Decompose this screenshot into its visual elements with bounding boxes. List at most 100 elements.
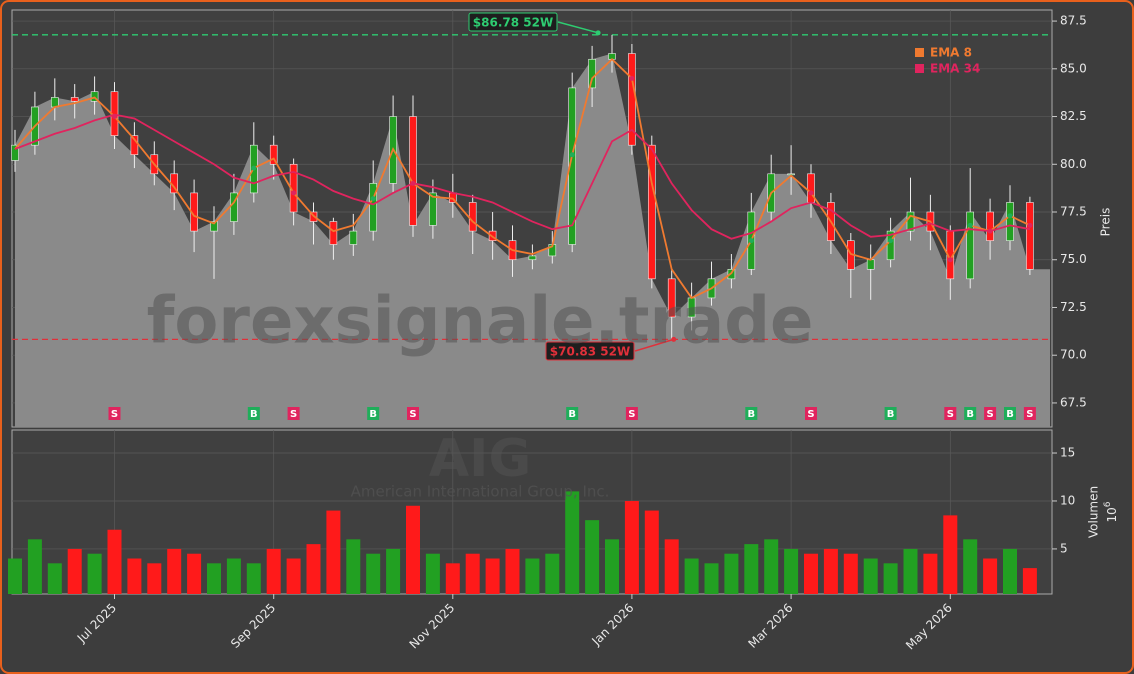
signal-dot <box>291 190 297 196</box>
candle-body <box>866 259 875 270</box>
candle-body <box>986 211 994 241</box>
volume-bar <box>704 563 719 594</box>
signal-badge <box>964 407 977 420</box>
candle-body <box>966 211 975 280</box>
signal-label: B <box>747 409 755 420</box>
signal-dot <box>629 75 635 81</box>
company-watermark: American International Group, Inc. <box>351 483 610 501</box>
signal-badge <box>884 407 897 420</box>
volume-bar <box>1022 568 1037 594</box>
volume-bar <box>565 491 580 594</box>
level-label-box <box>545 341 635 361</box>
candle-body <box>1026 202 1034 270</box>
volume-bar <box>425 553 440 594</box>
signal-label: S <box>947 409 954 420</box>
signal-dot <box>888 238 894 244</box>
volume-bar <box>346 539 361 594</box>
signal-badge <box>984 407 997 420</box>
signal-badge <box>566 407 579 420</box>
volume-bar <box>485 558 500 594</box>
volume-bar <box>983 558 998 594</box>
volume-bar <box>1003 548 1017 594</box>
y-tick-label: 80.0 <box>1060 157 1087 171</box>
candle-body <box>1006 202 1014 241</box>
volume-bar <box>764 539 779 594</box>
candle-body <box>647 144 656 280</box>
signal-badge <box>1023 407 1036 420</box>
volume-bar <box>505 548 520 594</box>
signal-dot <box>967 222 973 228</box>
volume-bar <box>406 505 420 594</box>
volume-bar <box>943 515 958 594</box>
y-tick-label: 72.5 <box>1060 300 1087 314</box>
signal-badge <box>407 407 419 420</box>
y-tick-label: 67.5 <box>1060 395 1087 409</box>
candle-body <box>50 97 59 108</box>
signal-label: S <box>807 409 814 420</box>
signal-badge <box>108 407 121 420</box>
volume-bar <box>525 558 540 594</box>
signal-dot <box>1027 222 1033 228</box>
signal-badge <box>1004 407 1016 420</box>
volume-bar <box>286 558 301 594</box>
candle-body <box>210 221 218 232</box>
volume-bar <box>664 539 679 594</box>
volume-bar <box>605 539 619 594</box>
symbol-watermark: AIG <box>429 429 531 489</box>
legend-swatch <box>915 64 924 73</box>
volume-bar <box>226 558 241 594</box>
level-arrow-head <box>595 30 601 36</box>
signal-label: S <box>409 409 416 420</box>
volume-bar <box>27 539 42 594</box>
candle-body <box>886 230 895 261</box>
y-tick-label: 10 <box>1060 493 1075 507</box>
level-label: $86.78 52W <box>473 16 553 30</box>
signal-label: B <box>369 409 377 420</box>
volume-bar <box>167 548 182 594</box>
volume-bar <box>67 548 82 594</box>
y-tick-label: 15 <box>1060 446 1075 460</box>
volume-bar <box>624 500 639 594</box>
level-label-box <box>468 12 558 32</box>
volume-bar <box>207 563 221 594</box>
volume-bar <box>187 553 202 594</box>
volume-bar <box>883 563 898 594</box>
volume-bar <box>87 553 102 594</box>
watermark: forexsignale.trade <box>147 285 814 359</box>
signal-dot <box>370 196 376 202</box>
y-tick-label: 82.5 <box>1060 109 1087 123</box>
candle-body <box>807 173 815 203</box>
volume-bar <box>306 544 321 594</box>
volume-bar <box>724 553 739 594</box>
candle-body <box>468 202 477 232</box>
volume-bar <box>744 544 759 594</box>
volume-bar <box>644 510 659 594</box>
signal-badge <box>745 407 758 420</box>
legend-label: EMA 8 <box>930 46 972 60</box>
signal-label: S <box>111 409 118 420</box>
candle-body <box>90 91 99 102</box>
signal-badge <box>625 407 638 420</box>
volume-bar <box>366 553 381 594</box>
signal-dot <box>748 238 754 244</box>
level-label: $70.83 52W <box>550 345 630 359</box>
volume-bar <box>445 563 460 594</box>
signal-label: S <box>986 409 993 420</box>
legend-swatch <box>915 48 924 57</box>
signal-badge <box>805 407 817 420</box>
volume-bar <box>127 558 142 594</box>
signal-label: S <box>1026 409 1033 420</box>
y-tick-label: 77.5 <box>1060 205 1087 219</box>
signal-dot <box>569 152 575 158</box>
signal-label: S <box>290 409 297 420</box>
volume-bar <box>963 539 978 594</box>
candle-body <box>329 221 338 245</box>
signal-dot <box>251 165 257 171</box>
candle-body <box>409 116 417 226</box>
volume-bar <box>386 548 401 594</box>
unit-exp: 6 <box>1103 501 1113 507</box>
candle-body <box>568 87 577 245</box>
signal-dot <box>1007 213 1013 219</box>
volume-bar <box>47 563 62 594</box>
